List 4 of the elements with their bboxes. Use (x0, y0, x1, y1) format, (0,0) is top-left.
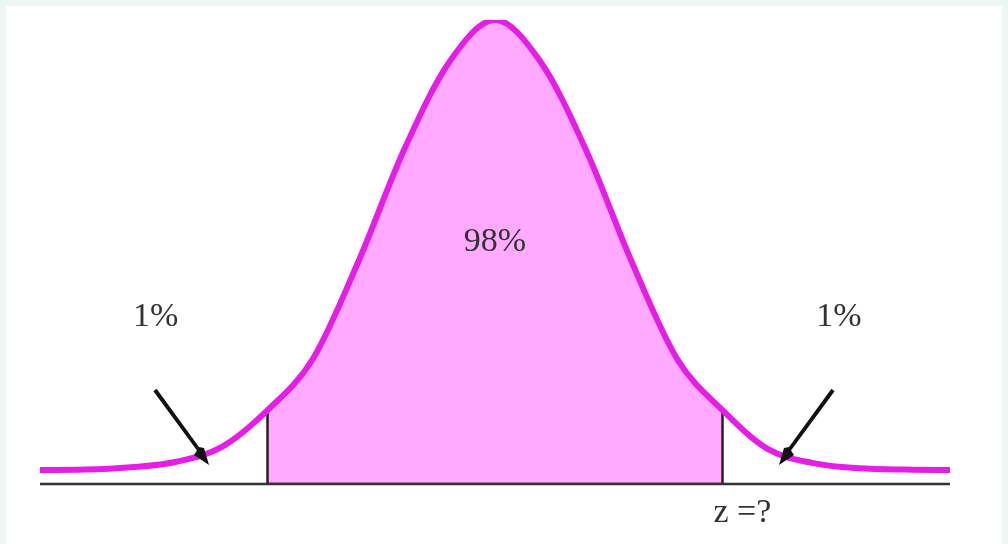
annotation: 1% (131, 295, 180, 334)
annotation: 1% (815, 295, 863, 334)
annotation: 98% (462, 220, 528, 259)
text: z =? (713, 492, 773, 530)
